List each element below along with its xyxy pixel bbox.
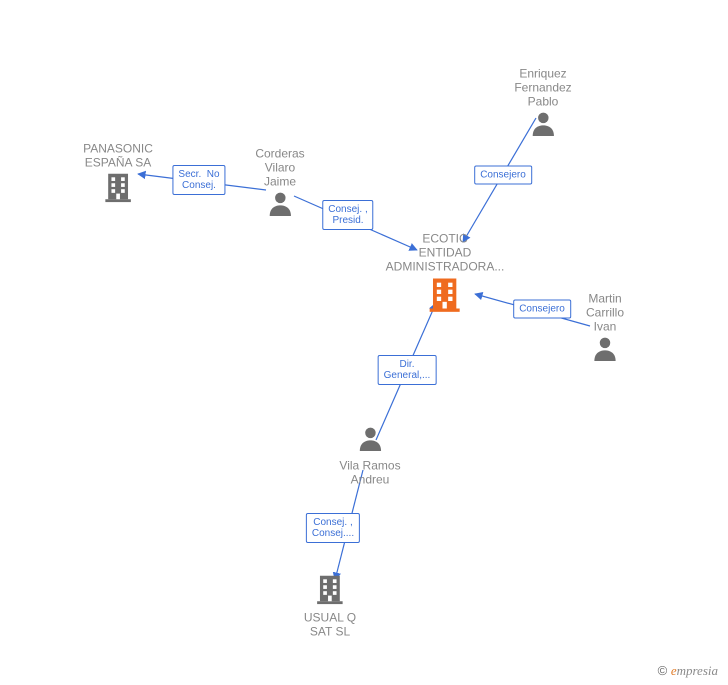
person-icon [355, 424, 385, 454]
footer-credit: © empresia [658, 663, 718, 679]
node-label: Enriquez Fernandez Pablo [514, 67, 571, 109]
node-usual[interactable]: USUAL Q SAT SL [304, 572, 356, 639]
node-corderas[interactable]: Corderas Vilaro Jaime [255, 147, 304, 224]
node-icon-wrap [528, 109, 558, 144]
edge-label: Consej. , Presid. [322, 200, 373, 230]
edge-label: Secr. No Consej. [172, 165, 225, 195]
person-icon [590, 334, 620, 364]
building-icon [101, 170, 135, 204]
edge-label: Consejero [474, 166, 532, 185]
person-icon [528, 109, 558, 139]
node-icon-wrap [355, 424, 385, 459]
node-label: Corderas Vilaro Jaime [255, 147, 304, 189]
node-label: Vila Ramos Andreu [339, 459, 400, 487]
brand-rest: mpresia [677, 663, 718, 678]
node-icon-wrap [313, 572, 347, 611]
person-icon [265, 189, 295, 219]
diagram-canvas: PANASONIC ESPAÑA SA Corderas Vilaro Jaim… [0, 0, 728, 685]
copyright-symbol: © [658, 663, 668, 678]
node-enriquez[interactable]: Enriquez Fernandez Pablo [514, 67, 571, 144]
node-icon-wrap [265, 189, 295, 224]
edge-label: Dir. General,... [378, 355, 437, 385]
node-icon-wrap [590, 334, 620, 369]
node-ecotic[interactable]: ECOTIC ENTIDAD ADMINISTRADORA... [386, 232, 505, 319]
node-vila[interactable]: Vila Ramos Andreu [339, 424, 400, 487]
building-icon [313, 572, 347, 606]
node-panasonic[interactable]: PANASONIC ESPAÑA SA [83, 142, 153, 209]
node-label: PANASONIC ESPAÑA SA [83, 142, 153, 170]
node-label: USUAL Q SAT SL [304, 611, 356, 639]
node-label: Martin Carrillo Ivan [586, 292, 624, 334]
edge-label: Consej. , Consej.... [306, 513, 360, 543]
edge-label: Consejero [513, 300, 571, 319]
node-icon-wrap [425, 274, 465, 319]
building-icon [425, 274, 465, 314]
node-icon-wrap [101, 170, 135, 209]
node-martin[interactable]: Martin Carrillo Ivan [586, 292, 624, 369]
node-label: ECOTIC ENTIDAD ADMINISTRADORA... [386, 232, 505, 274]
